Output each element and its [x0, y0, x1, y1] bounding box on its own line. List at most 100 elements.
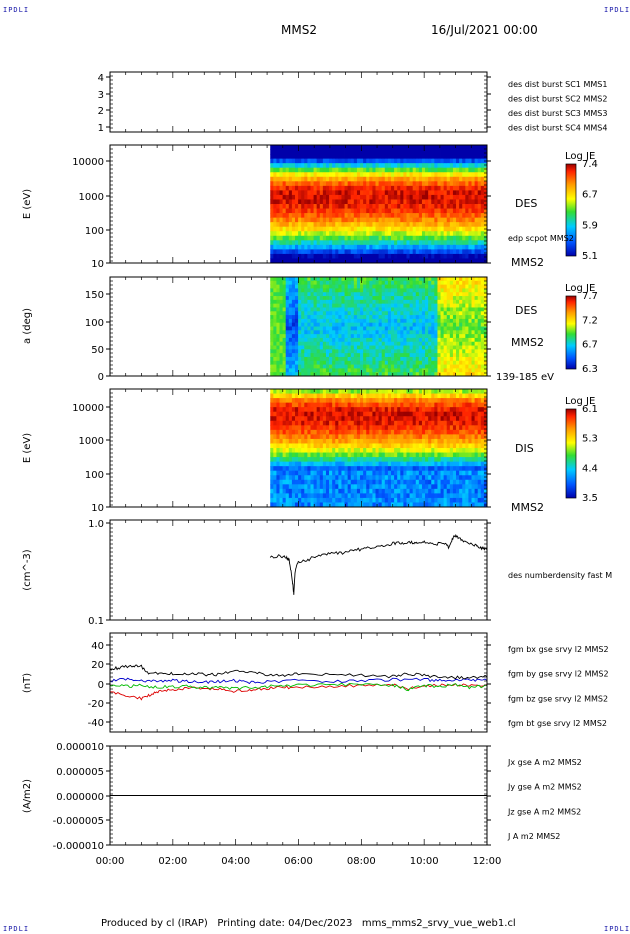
- heatmap-cell: [431, 190, 435, 196]
- heatmap-cell: [397, 307, 401, 312]
- heatmap-cell: [273, 307, 277, 312]
- heatmap-cell: [310, 277, 314, 282]
- heatmap-cell: [282, 475, 287, 481]
- heatmap-cell: [270, 199, 274, 205]
- heatmap-cell: [335, 393, 339, 399]
- heatmap-cell: [301, 493, 305, 499]
- heatmap-cell: [350, 315, 355, 320]
- heatmap-cell: [322, 461, 327, 467]
- heatmap-cell: [452, 277, 457, 282]
- heatmap-cell: [425, 277, 429, 282]
- heatmap-cell: [295, 334, 299, 339]
- heatmap-cell: [295, 315, 299, 320]
- heatmap-cell: [338, 488, 342, 494]
- heatmap-cell: [375, 393, 380, 399]
- heatmap-cell: [282, 345, 287, 350]
- heatmap-cell: [313, 208, 318, 214]
- heatmap-cell: [338, 470, 342, 476]
- heatmap-cell: [282, 296, 287, 301]
- heatmap-cell: [369, 145, 373, 150]
- heatmap-cell: [322, 244, 327, 250]
- heatmap-cell: [462, 341, 466, 346]
- heatmap-cell: [375, 466, 380, 472]
- heatmap-cell: [452, 222, 457, 228]
- heatmap-cell: [347, 345, 352, 350]
- heatmap-cell: [418, 235, 423, 241]
- heatmap-cell: [350, 199, 355, 205]
- heatmap-cell: [384, 249, 389, 255]
- heatmap-cell: [452, 253, 457, 259]
- heatmap-cell: [282, 154, 287, 160]
- heatmap-cell: [304, 222, 308, 228]
- heatmap-cell: [270, 502, 274, 508]
- heatmap-cell: [322, 448, 327, 453]
- heatmap-cell: [360, 420, 364, 426]
- heatmap-cell: [363, 292, 367, 297]
- heatmap-cell: [483, 145, 488, 150]
- heatmap-cell: [273, 258, 277, 264]
- heatmap-cell: [285, 353, 290, 358]
- heatmap-cell: [378, 425, 383, 431]
- heatmap-cell: [279, 493, 284, 499]
- heatmap-cell: [375, 448, 380, 453]
- heatmap-cell: [465, 249, 469, 255]
- heatmap-cell: [353, 154, 358, 160]
- heatmap-cell: [282, 292, 287, 297]
- heatmap-cell: [356, 249, 361, 255]
- heatmap-cell: [288, 244, 293, 250]
- heatmap-cell: [375, 360, 380, 365]
- heatmap-cell: [412, 235, 417, 241]
- heatmap-cell: [421, 311, 426, 316]
- heatmap-cell: [298, 296, 302, 301]
- heatmap-cell: [372, 461, 376, 467]
- heatmap-cell: [313, 163, 318, 169]
- heatmap-cell: [338, 341, 342, 346]
- heatmap-cell: [304, 253, 308, 259]
- heatmap-cell: [372, 181, 376, 187]
- heatmap-cell: [341, 356, 345, 362]
- heatmap-cell: [400, 330, 404, 335]
- heatmap-cell: [372, 158, 376, 164]
- heatmap-cell: [363, 158, 367, 164]
- heatmap-cell: [471, 190, 476, 196]
- heatmap-cell: [378, 158, 383, 164]
- heatmap-cell: [276, 231, 280, 237]
- heatmap-cell: [288, 190, 293, 196]
- heatmap-cell: [483, 364, 488, 369]
- heatmap-cell: [428, 154, 432, 160]
- heatmap-cell: [415, 288, 420, 293]
- heatmap-cell: [350, 438, 355, 444]
- heatmap-cell: [477, 356, 482, 362]
- heatmap-cell: [381, 292, 386, 297]
- heatmap-cell: [360, 470, 364, 476]
- heatmap-cell: [341, 185, 345, 191]
- heatmap-cell: [332, 226, 336, 232]
- heatmap-cell: [291, 284, 296, 289]
- heatmap-cell: [307, 307, 311, 312]
- heatmap-cell: [273, 181, 277, 187]
- heatmap-cell: [341, 249, 345, 255]
- heatmap-cell: [295, 190, 299, 196]
- heatmap-cell: [304, 154, 308, 160]
- heatmap-cell: [468, 326, 472, 331]
- heatmap-cell: [431, 368, 435, 373]
- heatmap-cell: [288, 253, 293, 259]
- heatmap-cell: [452, 311, 457, 316]
- heatmap-cell: [391, 176, 395, 182]
- heatmap-cell: [372, 368, 376, 373]
- heatmap-cell: [474, 199, 479, 205]
- heatmap-cell: [418, 217, 423, 223]
- heatmap-cell: [325, 208, 330, 214]
- heatmap-cell: [313, 434, 318, 440]
- heatmap-cell: [403, 222, 407, 228]
- heatmap-cell: [325, 284, 330, 289]
- heatmap-cell: [440, 288, 445, 293]
- heatmap-cell: [291, 213, 296, 219]
- heatmap-cell: [418, 249, 423, 255]
- heatmap-cell: [307, 364, 311, 369]
- heatmap-cell: [477, 284, 482, 289]
- heatmap-cell: [375, 154, 380, 160]
- heatmap-cell: [304, 208, 308, 214]
- heatmap-cell: [332, 407, 336, 413]
- heatmap-cell: [406, 341, 410, 346]
